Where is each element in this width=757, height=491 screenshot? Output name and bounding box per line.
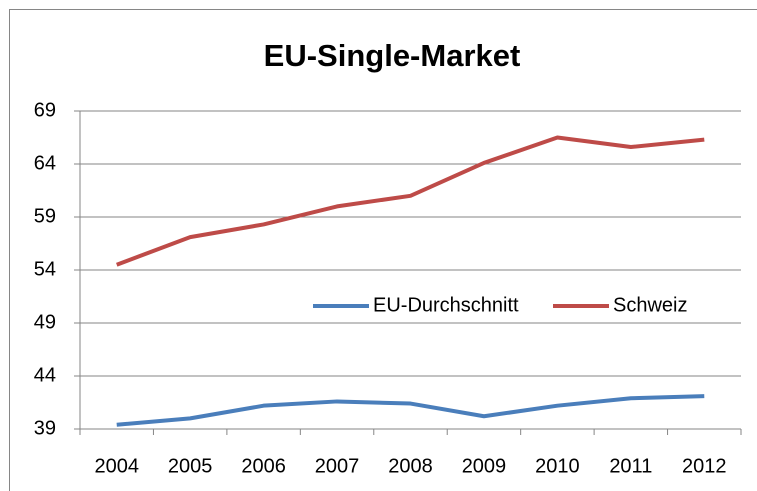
x-tick-label: 2010: [535, 455, 580, 477]
x-tick-label: 2012: [682, 455, 727, 477]
x-tick-label: 2009: [462, 455, 507, 477]
x-tick-label: 2005: [168, 455, 213, 477]
y-tick-label: 49: [34, 311, 56, 333]
series-line: [116, 135, 705, 267]
chart-frame: [9, 9, 757, 491]
y-tick-label: 54: [34, 258, 56, 280]
y-tick-label: 59: [34, 205, 56, 227]
chart-title: EU-Single-Market: [264, 38, 521, 73]
x-tick-label: 2006: [241, 455, 286, 477]
x-tick-label: 2008: [388, 455, 433, 477]
y-tick-label: 69: [34, 99, 56, 121]
x-tick-label: 2004: [94, 455, 139, 477]
legend-label: Schweiz: [613, 294, 687, 316]
y-tick-label: 39: [34, 417, 56, 439]
y-tick-label: 44: [34, 364, 56, 386]
y-tick-label: 64: [34, 152, 56, 174]
series-line: [116, 394, 705, 427]
x-tick-label: 2011: [609, 455, 652, 477]
x-tick-label: 2007: [315, 455, 360, 477]
legend-label: EU-Durchschnitt: [373, 294, 519, 316]
